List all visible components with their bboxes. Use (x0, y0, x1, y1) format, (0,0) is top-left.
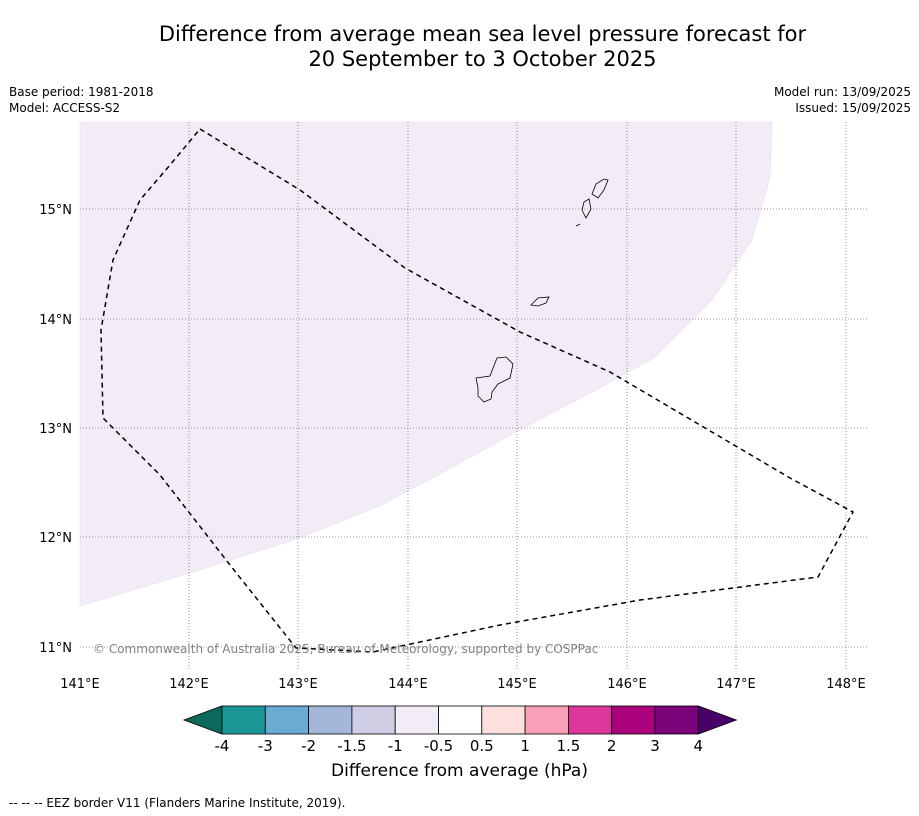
colorbar-box-3 (351, 705, 396, 735)
colorbar-box-10 (654, 705, 699, 735)
islands (475, 178, 609, 403)
colorbar-label: Difference from average (hPa) (331, 761, 588, 781)
island-aguijan (575, 223, 581, 227)
colorbar-box-2 (308, 705, 353, 735)
colorbar-tick-9: 2 (607, 737, 617, 755)
lat-label-11: 11°N (39, 641, 72, 656)
colorbar-tick-2: -2 (301, 737, 316, 755)
lat-labels: 15°N 14°N 13°N 12°N 11°N (39, 203, 72, 656)
colorbar-tick-0: -4 (215, 737, 230, 755)
island-rota (530, 296, 550, 307)
lon-labels: 141°E 142°E 143°E 144°E 145°E 146°E 147°… (60, 677, 866, 692)
meta-right: Model run: 13/09/2025 Issued: 15/09/2025 (774, 84, 911, 116)
base-period: Base period: 1981-2018 (9, 85, 154, 99)
chart-title: Difference from average mean sea level p… (60, 22, 905, 72)
lon-label-144: 144°E (388, 677, 428, 692)
issued-date: Issued: 15/09/2025 (795, 101, 911, 115)
lat-label-12: 12°N (39, 531, 72, 546)
colorbar-box-0 (221, 705, 266, 735)
lon-label-145: 145°E (497, 677, 537, 692)
colorbar-box-4 (394, 705, 439, 735)
meta-left: Base period: 1981-2018 Model: ACCESS-S2 (9, 84, 154, 116)
lon-label-143: 143°E (278, 677, 318, 692)
colorbar-box-8 (568, 705, 613, 735)
colorbar-box-5 (438, 705, 483, 735)
colorbar-tick-10: 3 (650, 737, 660, 755)
lon-label-147: 147°E (716, 677, 756, 692)
lon-label-148: 148°E (826, 677, 866, 692)
model-name: Model: ACCESS-S2 (9, 101, 121, 115)
colorbar-tick-4: -1 (388, 737, 403, 755)
lat-label-13: 13°N (39, 422, 72, 437)
colorbar-box-9 (611, 705, 656, 735)
colorbar-ticks: -4 -3 -2 -1.5 -1 -0.5 0.5 1 1.5 2 3 4 (215, 737, 704, 755)
colorbar-tick-11: 4 (694, 737, 704, 755)
lon-label-141: 141°E (60, 677, 100, 692)
map-panel: 15°N 14°N 13°N 12°N 11°N 141°E 142°E 143… (39, 121, 868, 692)
colorbar-tick-1: -3 (258, 737, 273, 755)
colorbar-box-1 (264, 705, 309, 735)
colorbar-tick-8: 1.5 (556, 737, 580, 755)
colorbar-tick-3: -1.5 (337, 737, 366, 755)
lat-label-15: 15°N (39, 203, 72, 218)
negative-anomaly-area (79, 121, 773, 607)
island-guam (475, 356, 514, 403)
copyright-notice: © Commonwealth of Australia 2025, Bureau… (93, 642, 598, 656)
colorbar-tick-6: 0.5 (470, 737, 494, 755)
footnote: -- -- -- EEZ border V11 (Flanders Marine… (9, 796, 346, 810)
island-tinian (581, 198, 592, 219)
title-line-2: 20 September to 3 October 2025 (308, 47, 657, 71)
colorbar-box-7 (524, 705, 569, 735)
gridlines (80, 122, 868, 670)
island-saipan (591, 178, 609, 199)
colorbar-box-6 (481, 705, 526, 735)
title-line-1: Difference from average mean sea level p… (158, 22, 807, 46)
colorbar: -4 -3 -2 -1.5 -1 -0.5 0.5 1 1.5 2 3 4 (182, 705, 738, 755)
anomaly-shading (79, 121, 773, 607)
model-run: Model run: 13/09/2025 (773, 85, 911, 99)
lat-label-14: 14°N (39, 313, 72, 328)
lon-label-142: 142°E (169, 677, 209, 692)
colorbar-over-arrow (697, 705, 738, 735)
colorbar-under-arrow (182, 705, 223, 735)
colorbar-boxes (182, 705, 738, 735)
lon-label-146: 146°E (607, 677, 647, 692)
colorbar-tick-7: 1 (520, 737, 530, 755)
colorbar-tick-5: -0.5 (424, 737, 453, 755)
eez-border (100, 128, 855, 653)
